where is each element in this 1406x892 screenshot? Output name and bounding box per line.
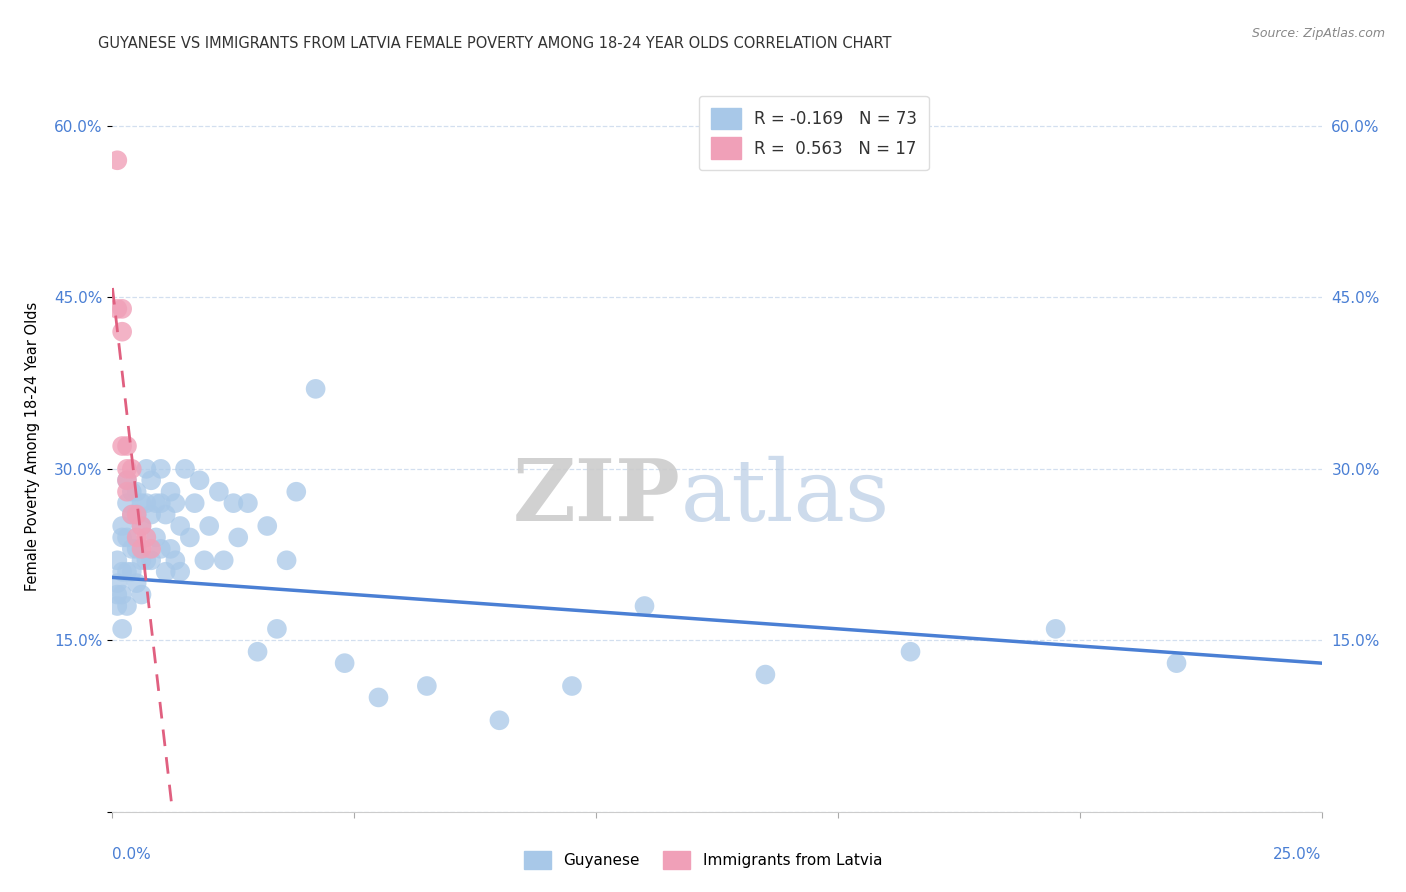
Point [367,690,389,705]
Point [900,645,922,659]
Point [141,541,163,556]
Text: 0.0%: 0.0% [112,847,152,863]
Point [115,484,138,499]
Point [121,508,143,522]
Point [111,565,134,579]
Point [193,553,215,567]
Point [121,508,143,522]
Point [125,576,148,591]
Point [115,473,138,487]
Point [236,496,259,510]
Point [125,484,148,499]
Point [111,519,134,533]
Point [105,588,128,602]
Point [105,301,128,316]
Text: atlas: atlas [681,456,890,539]
Text: 25.0%: 25.0% [1274,847,1322,863]
Point [276,553,298,567]
Point [115,565,138,579]
Point [111,622,134,636]
Point [131,496,153,510]
Point [159,541,181,556]
Point [226,530,249,544]
Point [135,553,157,567]
Point [149,541,172,556]
Point [174,462,197,476]
Point [125,508,148,522]
Point [208,484,231,499]
Point [256,519,278,533]
Point [105,576,128,591]
Point [111,530,134,544]
Point [754,667,776,681]
Point [141,553,163,567]
Point [135,496,157,510]
Point [115,599,138,613]
Point [285,484,308,499]
Point [149,462,172,476]
Point [183,496,205,510]
Point [125,541,148,556]
Point [121,484,143,499]
Point [179,530,201,544]
Point [169,565,191,579]
Point [155,565,177,579]
Point [165,553,187,567]
Point [198,519,221,533]
Point [135,462,157,476]
Point [561,679,583,693]
Point [159,484,181,499]
Point [131,588,153,602]
Point [1166,656,1188,670]
Point [105,153,128,168]
Point [266,622,288,636]
Point [105,599,128,613]
Point [149,496,172,510]
Point [141,508,163,522]
Point [633,599,655,613]
Point [115,473,138,487]
Text: GUYANESE VS IMMIGRANTS FROM LATVIA FEMALE POVERTY AMONG 18-24 YEAR OLDS CORRELAT: GUYANESE VS IMMIGRANTS FROM LATVIA FEMAL… [98,36,891,51]
Point [145,496,167,510]
Point [165,496,187,510]
Point [333,656,356,670]
Point [1045,622,1067,636]
Y-axis label: Female Poverty Among 18-24 Year Olds: Female Poverty Among 18-24 Year Olds [25,301,41,591]
Point [105,553,128,567]
Text: Source: ZipAtlas.com: Source: ZipAtlas.com [1251,27,1385,40]
Legend: R = -0.169   N = 73, R =  0.563   N = 17: R = -0.169 N = 73, R = 0.563 N = 17 [699,96,928,170]
Point [246,645,269,659]
Point [416,679,439,693]
Point [111,325,134,339]
Point [125,530,148,544]
Point [125,508,148,522]
Point [141,473,163,487]
Point [188,473,211,487]
Point [131,519,153,533]
Text: ZIP: ZIP [513,455,681,539]
Point [111,588,134,602]
Point [169,519,191,533]
Point [115,462,138,476]
Point [155,508,177,522]
Point [121,541,143,556]
Point [212,553,235,567]
Point [304,382,326,396]
Point [131,553,153,567]
Point [145,530,167,544]
Point [111,439,134,453]
Point [131,541,153,556]
Point [115,530,138,544]
Point [121,462,143,476]
Point [111,301,134,316]
Point [121,565,143,579]
Point [488,714,510,728]
Point [115,496,138,510]
Point [135,530,157,544]
Legend: Guyanese, Immigrants from Latvia: Guyanese, Immigrants from Latvia [517,845,889,875]
Point [131,519,153,533]
Point [222,496,245,510]
Point [115,439,138,453]
